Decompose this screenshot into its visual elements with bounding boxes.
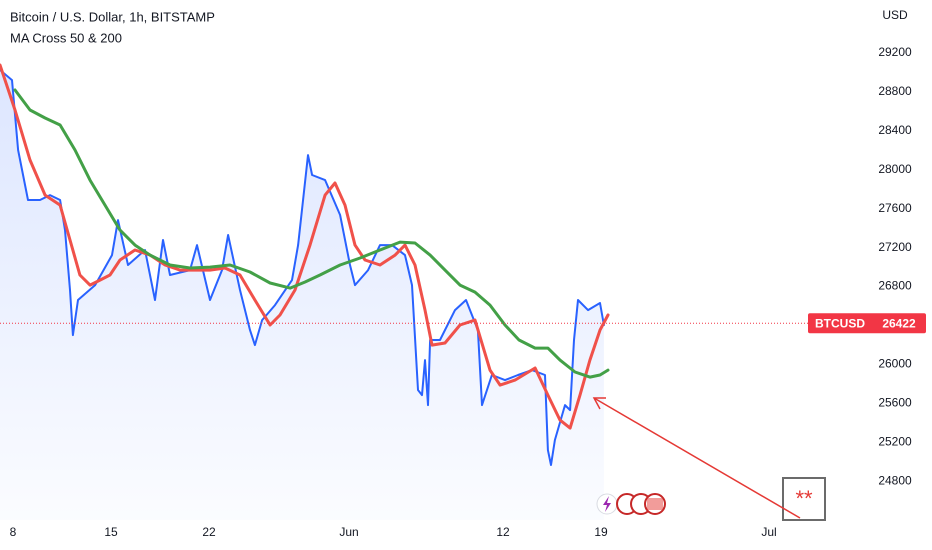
x-tick-label: Jun — [339, 525, 358, 539]
event-icons — [596, 493, 666, 515]
y-tick-label: 26800 — [878, 279, 912, 293]
last-price-value: 26422 — [882, 316, 916, 330]
y-tick-label: 24800 — [878, 473, 912, 487]
x-tick-label: Jul — [761, 525, 776, 539]
y-tick-label: 29200 — [878, 45, 912, 59]
currency-label: USD — [882, 8, 908, 22]
y-tick-label: 28000 — [878, 162, 912, 176]
y-tick-label: 26000 — [878, 357, 912, 371]
price-area — [0, 70, 604, 520]
series-line — [13, 88, 610, 379]
chart-subtitle: MA Cross 50 & 200 — [10, 30, 122, 45]
y-tick-label: 25600 — [878, 395, 912, 409]
x-tick-label: 22 — [202, 525, 216, 539]
y-tick-label: 27200 — [878, 240, 912, 254]
y-tick-label: 27600 — [878, 201, 912, 215]
annotation-text: ** — [795, 486, 813, 511]
y-tick-label: 28800 — [878, 84, 912, 98]
last-price-symbol: BTCUSD — [815, 316, 865, 330]
y-tick-label: 25200 — [878, 434, 912, 448]
plot-area — [0, 63, 860, 520]
last-price-tag — [808, 313, 926, 334]
x-tick-label: 12 — [496, 525, 510, 539]
series-line — [0, 63, 610, 430]
annotation-box — [782, 477, 826, 521]
x-tick-label: 19 — [594, 525, 608, 539]
x-tick-label: 8 — [10, 525, 17, 539]
annotation-arrow — [592, 397, 801, 519]
chart-title: Bitcoin / U.S. Dollar, 1h, BITSTAMP — [10, 9, 215, 24]
y-tick-label: 28400 — [878, 123, 912, 137]
x-tick-label: 15 — [104, 525, 118, 539]
